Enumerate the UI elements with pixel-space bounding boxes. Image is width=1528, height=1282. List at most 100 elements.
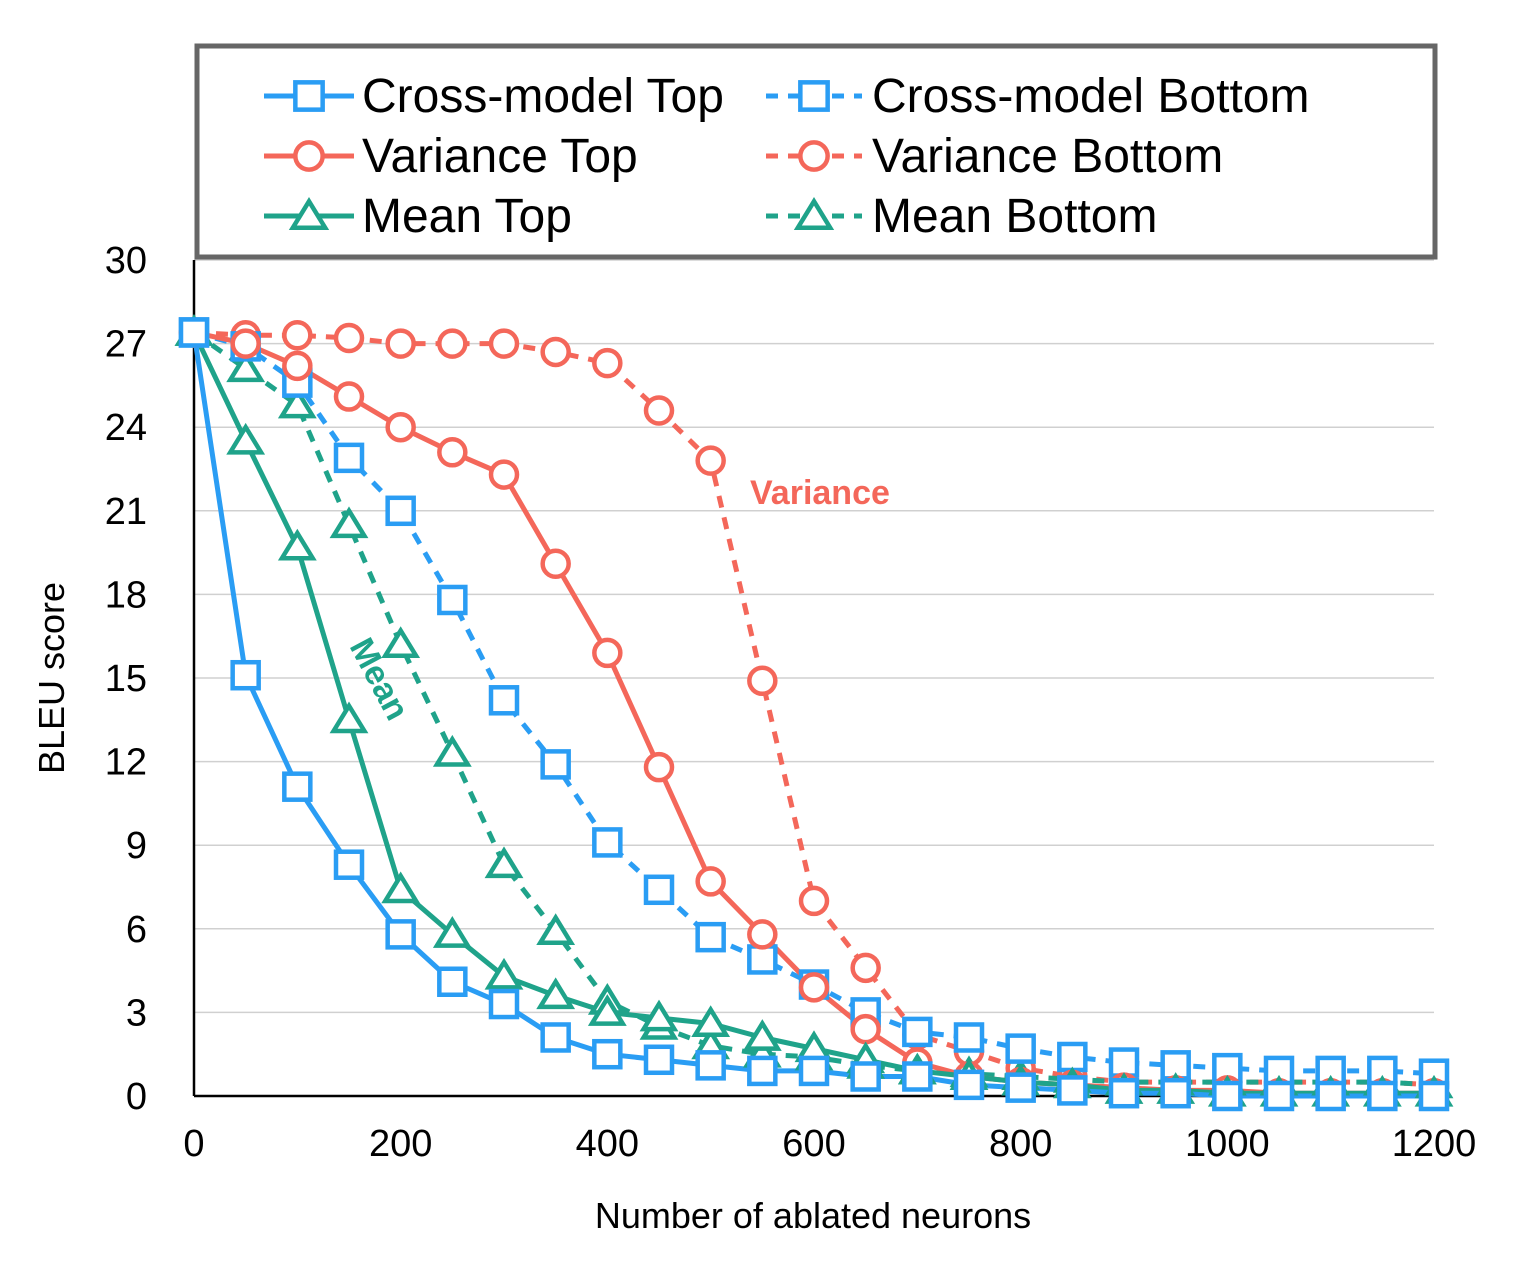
point-variance-bottom bbox=[488, 328, 520, 359]
point-cross-model-top bbox=[850, 1061, 881, 1092]
point-cross-model-bottom bbox=[1263, 1055, 1295, 1087]
point-cross-model-top bbox=[695, 1050, 726, 1081]
point-mean-bottom bbox=[484, 846, 524, 879]
point-variance-top bbox=[488, 459, 520, 490]
point-variance-bottom bbox=[747, 665, 778, 697]
point-variance-top bbox=[643, 751, 675, 783]
point-cross-model-top bbox=[178, 317, 210, 348]
point-cross-model-top bbox=[437, 966, 468, 997]
point-mean-top bbox=[536, 977, 576, 1010]
point-mean-bottom bbox=[277, 386, 317, 419]
point-cross-model-bottom bbox=[695, 921, 726, 953]
point-mean-top bbox=[381, 871, 421, 904]
point-cross-model-top bbox=[592, 1038, 623, 1070]
legend-marker-variance-top bbox=[293, 140, 325, 172]
tick-labels: 0 3 6 9 12 15 18 21 24 27 30 0 200 400 600 800 1000 1200 bbox=[105, 240, 1477, 1165]
x-tick-label: 200 bbox=[369, 1123, 432, 1165]
series-markers bbox=[174, 314, 1454, 1112]
point-cross-model-top bbox=[1263, 1080, 1295, 1112]
point-cross-model-top bbox=[540, 1022, 571, 1053]
point-mean-bottom bbox=[432, 734, 472, 767]
y-tick-label: 6 bbox=[126, 909, 147, 951]
point-mean-top bbox=[742, 1019, 782, 1051]
point-cross-model-bottom bbox=[540, 749, 571, 780]
point-variance-bottom bbox=[333, 322, 365, 354]
y-tick-label: 3 bbox=[126, 992, 147, 1034]
point-mean-top bbox=[484, 957, 524, 990]
point-cross-model-top bbox=[333, 849, 365, 880]
point-cross-model-top bbox=[798, 1055, 830, 1087]
x-axis-title: Number of ablated neurons bbox=[595, 1195, 1031, 1236]
legend-label-variance-bottom: Variance Bottom bbox=[872, 130, 1223, 183]
y-tick-label: 18 bbox=[105, 574, 147, 616]
legend-label-mean-bottom: Mean Bottom bbox=[872, 190, 1157, 243]
point-variance-top bbox=[437, 437, 468, 468]
point-cross-model-top bbox=[282, 771, 313, 802]
point-cross-model-bottom bbox=[592, 827, 623, 858]
point-cross-model-top bbox=[1160, 1077, 1191, 1109]
point-cross-model-top bbox=[1367, 1080, 1398, 1112]
point-variance-top bbox=[282, 350, 313, 382]
legend-label-variance-top: Variance Top bbox=[362, 130, 638, 183]
point-cross-model-top bbox=[230, 659, 261, 691]
legend-label-mean-top: Mean Top bbox=[362, 190, 572, 243]
point-cross-model-top bbox=[902, 1061, 933, 1092]
point-variance-top bbox=[333, 381, 365, 412]
point-variance-bottom bbox=[798, 885, 830, 917]
point-mean-top bbox=[587, 994, 627, 1026]
point-cross-model-bottom bbox=[747, 944, 778, 975]
y-tick-label: 12 bbox=[105, 742, 147, 784]
legend-label-cross-model-bottom: Cross-model Bottom bbox=[872, 70, 1309, 123]
x-tick-label: 400 bbox=[576, 1123, 639, 1165]
point-cross-model-bottom bbox=[385, 495, 416, 527]
point-variance-bottom bbox=[695, 445, 726, 476]
point-variance-top bbox=[540, 548, 571, 579]
point-cross-model-bottom bbox=[333, 442, 365, 474]
point-mean-bottom bbox=[329, 506, 369, 539]
point-cross-model-top bbox=[1315, 1080, 1346, 1112]
x-tick-label: 1000 bbox=[1185, 1123, 1270, 1165]
point-cross-model-top bbox=[1057, 1075, 1088, 1106]
y-tick-label: 9 bbox=[126, 825, 147, 867]
point-mean-top bbox=[432, 916, 472, 948]
point-variance-top bbox=[592, 637, 623, 669]
legend-marker-cross-model-top bbox=[293, 80, 325, 112]
legend-marker-cross-model-bottom bbox=[798, 80, 830, 112]
x-tick-label: 800 bbox=[989, 1123, 1052, 1165]
point-cross-model-bottom bbox=[1057, 1041, 1088, 1073]
point-mean-bottom bbox=[536, 913, 576, 946]
point-cross-model-top bbox=[1108, 1077, 1140, 1109]
point-cross-model-top bbox=[1418, 1080, 1450, 1112]
point-cross-model-bottom bbox=[1108, 1047, 1140, 1078]
point-cross-model-bottom bbox=[953, 1022, 985, 1053]
point-cross-model-bottom bbox=[437, 584, 468, 616]
y-tick-label: 21 bbox=[105, 491, 147, 533]
point-variance-top bbox=[747, 919, 778, 950]
legend-marker-variance-bottom bbox=[798, 140, 830, 172]
y-tick-label: 0 bbox=[126, 1076, 147, 1118]
point-cross-model-top bbox=[643, 1044, 675, 1076]
y-axis-title: BLEU score bbox=[31, 582, 72, 774]
point-cross-model-bottom bbox=[488, 685, 520, 716]
point-variance-bottom bbox=[592, 347, 623, 379]
annotation-variance: Variance bbox=[750, 474, 890, 512]
y-tick-label: 24 bbox=[105, 407, 147, 449]
point-cross-model-top bbox=[953, 1069, 985, 1101]
y-tick-label: 27 bbox=[105, 324, 147, 366]
point-variance-top bbox=[385, 411, 416, 443]
point-mean-top bbox=[329, 701, 369, 734]
point-cross-model-top bbox=[1005, 1072, 1036, 1103]
point-cross-model-bottom bbox=[1315, 1055, 1346, 1087]
legend: Cross-model Top Cross-model Bottom Varianc… bbox=[194, 43, 1438, 260]
point-mean-top bbox=[277, 528, 317, 561]
point-variance-bottom bbox=[282, 319, 313, 351]
point-variance-top bbox=[850, 1013, 881, 1045]
point-variance-top bbox=[230, 328, 261, 359]
y-tick-label: 15 bbox=[105, 658, 147, 700]
legend-marker-mean-bottom bbox=[793, 196, 835, 231]
point-cross-model-top bbox=[747, 1055, 778, 1087]
x-tick-label: 1200 bbox=[1392, 1123, 1477, 1165]
x-tick-label: 600 bbox=[782, 1123, 845, 1165]
x-tick-label: 0 bbox=[183, 1123, 204, 1165]
